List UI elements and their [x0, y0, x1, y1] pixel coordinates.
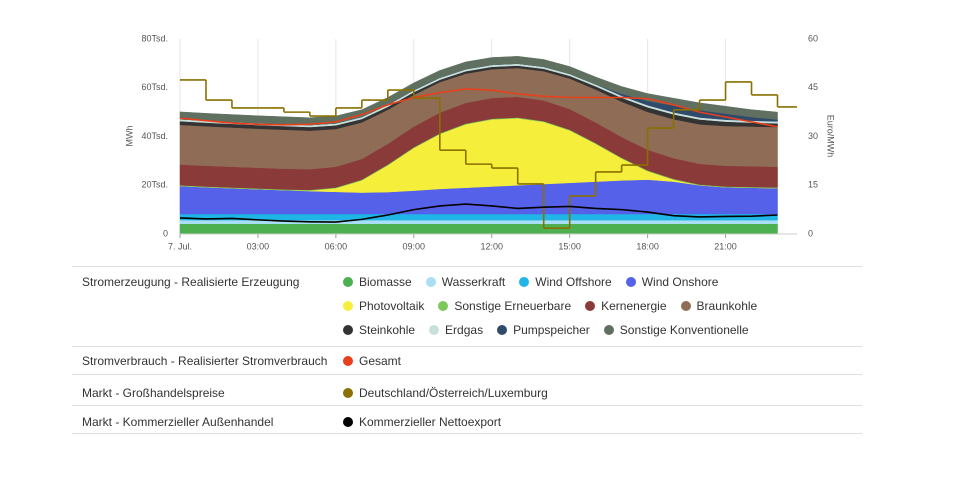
legend-label: Kernenergie	[601, 299, 667, 313]
y-tick-label: 80Tsd.	[141, 33, 168, 43]
legend-swatch	[497, 325, 508, 335]
x-tick-label: 7. Jul.	[168, 241, 192, 251]
legend-item[interactable]: Wasserkraft	[425, 275, 506, 289]
legend-swatch	[625, 277, 636, 287]
legend-items: Kommerzieller Nettoexport	[343, 415, 793, 429]
legend-item[interactable]: Erdgas	[429, 323, 483, 337]
x-tick-label: 03:00	[247, 241, 270, 251]
x-tick-label: 15:00	[558, 241, 581, 251]
plot	[179, 56, 797, 235]
legend-label: Pumpspeicher	[513, 323, 590, 337]
y-tick-label: 20Tsd.	[141, 180, 168, 190]
legend-item[interactable]: Sonstige Konventionelle	[603, 323, 749, 337]
legend-label: Steinkohle	[359, 323, 416, 337]
legend-item[interactable]: Kommerzieller Nettoexport	[343, 415, 501, 429]
y-axis-title: MWh	[124, 126, 134, 147]
legend-swatch	[343, 417, 353, 427]
legend-item[interactable]: Kernenergie	[585, 299, 667, 313]
x-tick-label: 12:00	[480, 241, 503, 251]
x-tick-label: 21:00	[714, 241, 737, 251]
legend-item[interactable]: Steinkohle	[343, 323, 415, 337]
separator	[72, 405, 862, 406]
legend-label: Gesamt	[359, 354, 402, 368]
legend-item[interactable]: Pumpspeicher	[497, 323, 590, 337]
legend-group-label: Stromerzeugung - Realisierte Erzeugung	[82, 275, 300, 289]
y-tick-label: 0	[163, 228, 168, 238]
legend-label: Wind Offshore	[535, 275, 612, 289]
legend-label: Photovoltaik	[359, 299, 425, 313]
separator	[72, 346, 862, 347]
legend-label: Deutschland/Österreich/Luxemburg	[359, 386, 548, 400]
legend-items: Gesamt	[343, 354, 793, 368]
legend-swatch	[429, 325, 440, 335]
legend-label: Erdgas	[445, 323, 484, 337]
y2-tick-label: 15	[808, 180, 818, 190]
area	[179, 223, 778, 235]
y-tick-label: 60Tsd.	[141, 82, 168, 92]
y2-tick-label: 30	[808, 131, 818, 141]
line	[179, 203, 778, 223]
legend-swatch	[343, 388, 353, 398]
legend-items: Biomasse Wasserkraft Wind Offshore Wind Ons…	[343, 275, 793, 337]
legend-label: Kommerzieller Nettoexport	[359, 415, 502, 429]
legend-item[interactable]: Gesamt	[343, 354, 401, 368]
legend-label: Sonstige Erneuerbare	[454, 299, 572, 313]
legend-group-label: Markt - Kommerzieller Außenhandel	[82, 415, 274, 429]
separator	[72, 374, 862, 375]
legend-swatch	[343, 356, 353, 366]
legend-item[interactable]: Sonstige Erneuerbare	[438, 299, 571, 313]
legend-swatch	[343, 325, 353, 335]
x-tick-label: 09:00	[403, 241, 426, 251]
legend-item[interactable]: Deutschland/Österreich/Luxemburg	[343, 386, 548, 400]
y2-tick-label: 45	[808, 82, 818, 92]
legend-label: Wasserkraft	[441, 275, 506, 289]
legend-label: Wind Onshore	[641, 275, 719, 289]
legend-item[interactable]: Photovoltaik	[343, 299, 424, 313]
separator	[72, 433, 862, 434]
legend-swatch	[425, 277, 436, 287]
legend-swatch	[680, 301, 691, 311]
legend-swatch	[603, 325, 614, 335]
x-tick-label: 06:00	[325, 241, 348, 251]
legend-swatch	[585, 301, 596, 311]
legend-swatch	[343, 277, 353, 287]
y-tick-label: 40Tsd.	[141, 131, 168, 141]
separator	[72, 266, 862, 267]
x-tick-label: 18:00	[636, 241, 659, 251]
y2-tick-label: 0	[808, 228, 813, 238]
legend-item[interactable]: Wind Offshore	[519, 275, 612, 289]
legend-label: Braunkohle	[696, 299, 758, 313]
legend-label: Biomasse	[359, 275, 412, 289]
legend-group-label: Markt - Großhandelspreise	[82, 386, 225, 400]
legend-group-label: Stromverbrauch - Realisierter Stromverbr…	[82, 354, 328, 368]
legend-label: Sonstige Konventionelle	[619, 323, 749, 337]
legend-item[interactable]: Wind Onshore	[625, 275, 719, 289]
chart: MWh Euro/MWh 7. Jul. 03:00 06:00 09:00 12:00…	[124, 33, 836, 251]
legend-items: Deutschland/Österreich/Luxemburg	[343, 386, 793, 400]
y2-tick-label: 60	[808, 33, 818, 43]
legend-item[interactable]: Biomasse	[343, 275, 412, 289]
legend-swatch	[343, 301, 353, 311]
y2-axis-title: Euro/MWh	[826, 115, 836, 158]
legend-swatch	[519, 277, 530, 287]
legend-swatch	[438, 301, 449, 311]
line	[179, 88, 778, 128]
legend-item[interactable]: Braunkohle	[680, 299, 758, 313]
